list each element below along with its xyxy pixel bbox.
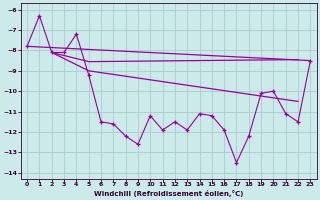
X-axis label: Windchill (Refroidissement éolien,°C): Windchill (Refroidissement éolien,°C) <box>94 190 244 197</box>
